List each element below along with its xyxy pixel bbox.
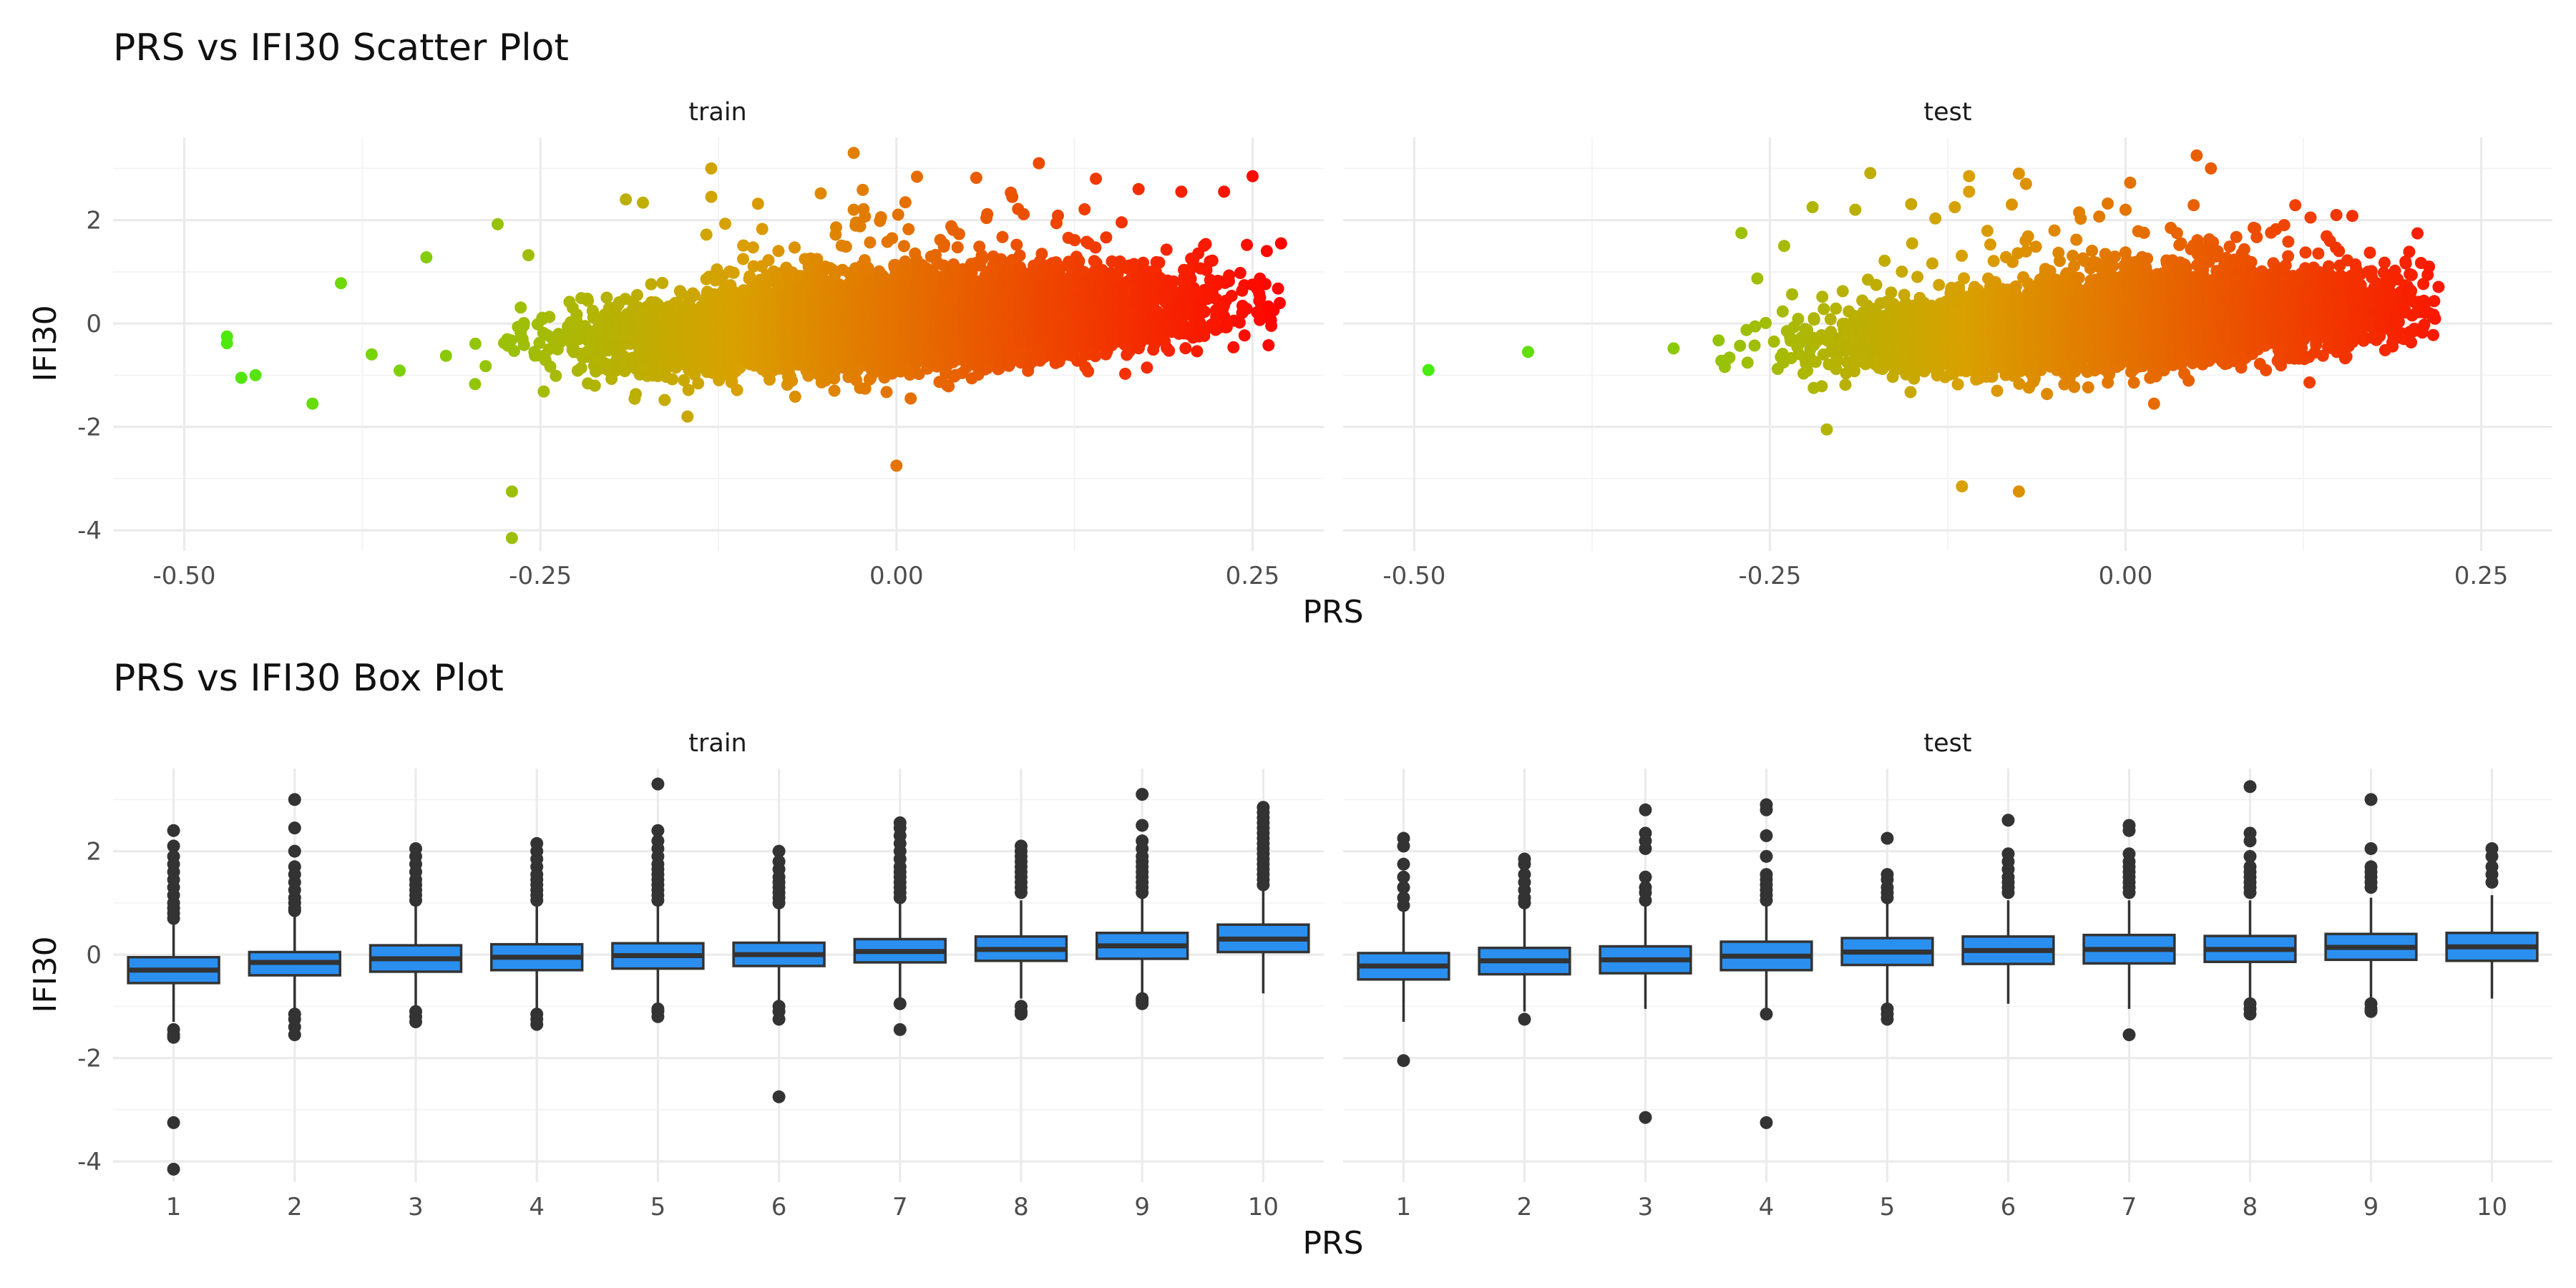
scatter-point bbox=[517, 338, 530, 351]
scatter-point bbox=[630, 388, 642, 401]
scatter-point bbox=[897, 240, 910, 253]
scatter-point bbox=[874, 211, 887, 224]
scatter-point bbox=[656, 277, 669, 289]
scatter-point bbox=[839, 240, 852, 253]
scatter-train-points bbox=[220, 147, 1287, 545]
scatter-point bbox=[688, 289, 701, 302]
scatter-point bbox=[469, 378, 482, 391]
scatter-point bbox=[588, 379, 601, 392]
scatter-point bbox=[786, 374, 799, 387]
scatter-point bbox=[658, 394, 671, 406]
scatter-title: PRS vs IFI30 Scatter Plot bbox=[113, 26, 569, 69]
scatter-point bbox=[675, 287, 688, 300]
scatter-point bbox=[731, 384, 743, 396]
scatter-strip-train: train bbox=[688, 98, 746, 127]
scatter-point bbox=[637, 196, 649, 209]
scatter-point bbox=[306, 397, 319, 410]
scatter-point bbox=[899, 196, 912, 209]
scatter-point bbox=[892, 208, 904, 221]
scatter-point bbox=[789, 241, 801, 254]
scatter-point bbox=[756, 223, 769, 235]
scatter-point bbox=[620, 193, 633, 206]
scatter-point bbox=[737, 253, 749, 265]
scatter-point bbox=[904, 392, 917, 405]
scatter-point bbox=[575, 361, 587, 374]
scatter-point bbox=[582, 294, 594, 307]
scatter-point bbox=[700, 228, 713, 241]
scatter-point bbox=[394, 364, 406, 377]
scatter-point bbox=[522, 249, 535, 262]
scatter-point bbox=[570, 308, 583, 321]
scatter-point bbox=[533, 336, 546, 349]
scatter-point bbox=[420, 251, 433, 264]
scatter-point bbox=[505, 485, 518, 498]
scatter-panel-train: train -0.50 -0.25 0.00 0.25 -4-202 bbox=[77, 98, 1324, 590]
scatter-point bbox=[692, 377, 705, 390]
scatter-point bbox=[666, 373, 679, 386]
scatter-point bbox=[705, 190, 718, 203]
scatter-point bbox=[762, 254, 775, 267]
scatter-point bbox=[886, 232, 899, 245]
scatter-point bbox=[439, 349, 452, 362]
scatter-point bbox=[705, 162, 718, 175]
scatter-point bbox=[517, 317, 530, 329]
scatter-train-grid bbox=[113, 137, 1324, 551]
scatter-point bbox=[681, 410, 694, 423]
scatter-point bbox=[789, 390, 801, 403]
scatter-point bbox=[857, 183, 869, 196]
scatter-section: PRS vs IFI30 Scatter Plot train -0.50 -0.… bbox=[27, 26, 2552, 630]
scatter-point bbox=[631, 288, 643, 301]
scatter-point bbox=[508, 344, 520, 357]
scatter-point bbox=[746, 241, 759, 254]
scatter-point bbox=[600, 291, 613, 304]
scatter-point bbox=[514, 301, 527, 314]
scatter-point bbox=[859, 210, 872, 223]
scatter-point bbox=[828, 384, 841, 397]
scatter-point bbox=[479, 360, 492, 373]
scatter-point bbox=[505, 532, 518, 545]
scatter-point bbox=[335, 277, 347, 290]
scatter-point bbox=[727, 266, 740, 279]
scatter-point bbox=[902, 223, 915, 235]
scatter-point bbox=[504, 334, 517, 347]
scatter-point bbox=[682, 384, 695, 396]
scatter-point bbox=[469, 337, 482, 350]
scatter-point bbox=[492, 218, 504, 230]
scatter-point bbox=[880, 386, 893, 399]
scatter-point bbox=[864, 236, 877, 249]
scatter-point bbox=[544, 360, 557, 373]
scatter-point bbox=[830, 221, 842, 234]
scatter-point bbox=[543, 311, 556, 323]
scatter-point bbox=[847, 147, 860, 160]
scatter-point bbox=[890, 459, 903, 472]
scatter-point bbox=[678, 374, 691, 386]
scatter-point bbox=[235, 371, 248, 384]
scatter-point bbox=[772, 245, 785, 258]
scatter-point bbox=[550, 369, 562, 382]
scatter-point bbox=[249, 369, 262, 381]
scatter-point bbox=[751, 197, 764, 210]
scatter-point bbox=[220, 337, 233, 350]
scatter-point bbox=[719, 218, 731, 230]
scatter-point bbox=[365, 348, 378, 361]
scatter-point bbox=[645, 278, 658, 291]
scatter-point bbox=[814, 187, 827, 200]
scatter-point bbox=[537, 385, 550, 398]
